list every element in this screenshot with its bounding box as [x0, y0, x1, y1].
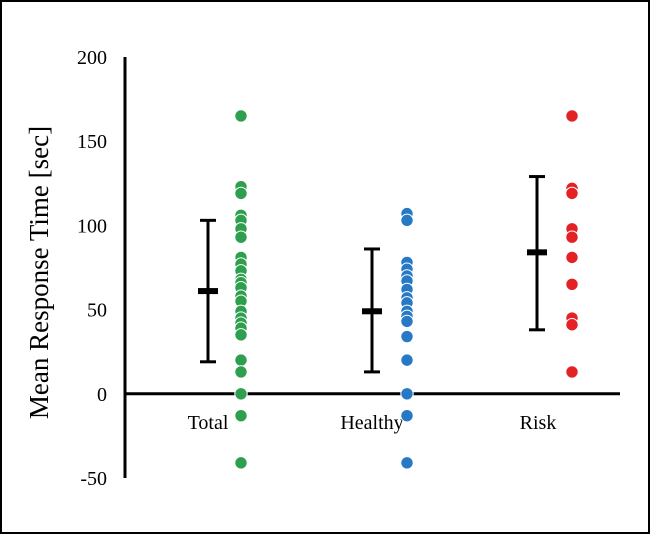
data-point-healthy [400, 314, 414, 329]
data-point-total [234, 230, 248, 244]
category-label: Total [188, 412, 229, 434]
data-point-risk [565, 186, 579, 201]
y-tick-label: 200 [77, 47, 107, 69]
data-point-healthy [400, 213, 414, 228]
data-point-total [234, 387, 248, 401]
data-point-healthy [400, 408, 414, 423]
mean-marker-healthy [362, 308, 382, 315]
data-point-healthy [400, 387, 414, 401]
y-tick-label: -50 [80, 468, 107, 490]
data-point-total [234, 365, 248, 379]
data-point-risk [565, 277, 579, 292]
data-point-healthy [400, 329, 414, 344]
y-tick-labels: 200 150 100 50 0 -50 [77, 47, 107, 490]
data-point-total [234, 408, 248, 423]
data-point-risk [565, 250, 579, 265]
mean-marker-total [198, 288, 218, 295]
data-point-healthy [400, 353, 414, 367]
data-point-total [234, 328, 248, 342]
mean-marker-risk [527, 249, 547, 256]
y-tick-label: 100 [77, 215, 107, 237]
data-point-total [234, 186, 248, 201]
category-label: Healthy [340, 412, 403, 434]
data-points [234, 109, 579, 470]
data-point-risk [565, 230, 579, 244]
data-point-total [234, 353, 248, 367]
data-point-total [234, 456, 248, 470]
category-label: Risk [520, 412, 557, 434]
data-point-healthy [400, 456, 414, 470]
y-tick-label: 50 [87, 300, 107, 322]
data-point-risk [565, 109, 579, 123]
y-tick-label: 150 [77, 131, 107, 153]
y-tick-label: 0 [97, 384, 107, 406]
error-bars [198, 175, 547, 374]
category-labels: Total Healthy Risk [188, 412, 557, 434]
chart-axes [123, 57, 620, 478]
data-point-risk [565, 318, 579, 332]
data-point-total [234, 109, 248, 123]
data-point-risk [565, 365, 579, 379]
y-axis-title: Mean Response Time [sec] [24, 126, 54, 419]
